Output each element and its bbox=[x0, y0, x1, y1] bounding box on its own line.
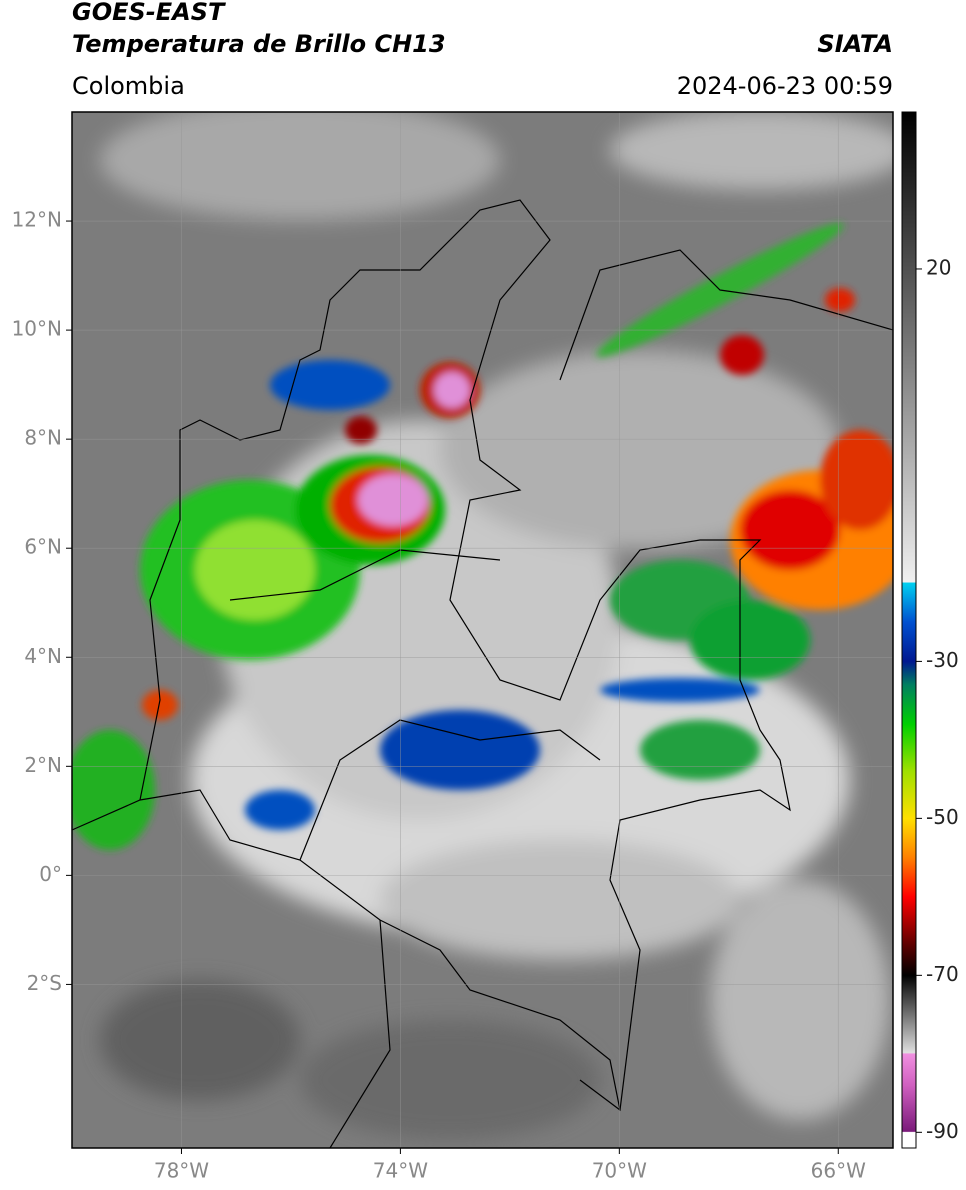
colorbar-tick-label: -70 bbox=[926, 962, 959, 986]
convection bbox=[72, 223, 893, 850]
region: Colombia bbox=[72, 72, 185, 100]
colorbar-tick-label: -90 bbox=[926, 1119, 959, 1143]
y-tick-label: 12°N bbox=[12, 208, 62, 232]
colorbar-tick-label: -50 bbox=[926, 805, 959, 829]
y-tick-label: 2°N bbox=[24, 753, 62, 777]
date: 2024-06-23 00:59 bbox=[677, 72, 893, 100]
y-tick-label: 8°N bbox=[24, 426, 62, 450]
subtitle: Temperatura de Brillo CH13 bbox=[72, 30, 446, 58]
y-tick-label: 4°N bbox=[24, 644, 62, 668]
y-tick-label: 10°N bbox=[12, 317, 62, 341]
x-tick-label: 66°W bbox=[811, 1159, 866, 1183]
colorbar-tick-label: 20 bbox=[926, 255, 951, 279]
y-tick-label: 0° bbox=[39, 862, 62, 886]
x-tick-label: 78°W bbox=[154, 1159, 209, 1183]
grid bbox=[72, 112, 893, 1148]
x-tick-label: 74°W bbox=[373, 1159, 428, 1183]
colorbar bbox=[901, 111, 917, 1149]
source: SIATA bbox=[817, 30, 893, 58]
y-tick-label: 2°S bbox=[27, 971, 62, 995]
borders bbox=[72, 199, 893, 1148]
colorbar-tick-label: -30 bbox=[926, 648, 959, 672]
y-tick-label: 6°N bbox=[24, 535, 62, 559]
x-tick-label: 70°W bbox=[592, 1159, 647, 1183]
title: GOES-EAST bbox=[72, 0, 226, 26]
satellite-image bbox=[72, 112, 893, 1148]
map-frame bbox=[71, 111, 894, 1149]
